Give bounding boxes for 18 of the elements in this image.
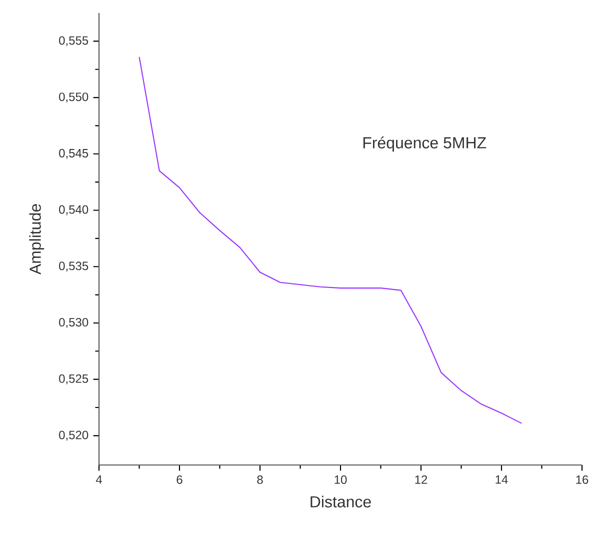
x-tick-label: 4 — [96, 475, 102, 484]
x-tick-label: 8 — [257, 475, 263, 484]
y-tick-label: 0,540 — [59, 205, 88, 216]
x-axis-title: Distance — [310, 496, 371, 508]
x-tick-label: 10 — [334, 475, 347, 484]
y-tick-label: 0,525 — [59, 374, 88, 384]
x-tick-label: 6 — [176, 475, 182, 484]
y-tick-label: 0,535 — [59, 262, 88, 272]
annotation: Fréquence 5MHZ — [363, 136, 486, 152]
x-tick-label: 14 — [496, 475, 508, 484]
y-tick-label: 0,545 — [59, 148, 88, 159]
y-tick-label: 0,555 — [59, 36, 88, 46]
y-tick-label: 0,520 — [59, 430, 88, 441]
y-tick-label: 0,550 — [59, 92, 88, 102]
x-tick-label: 16 — [576, 475, 588, 484]
y-tick-label: 0,530 — [59, 318, 88, 328]
y-axis-title: Amplitude — [29, 204, 44, 275]
x-tick-label: 12 — [415, 475, 428, 484]
